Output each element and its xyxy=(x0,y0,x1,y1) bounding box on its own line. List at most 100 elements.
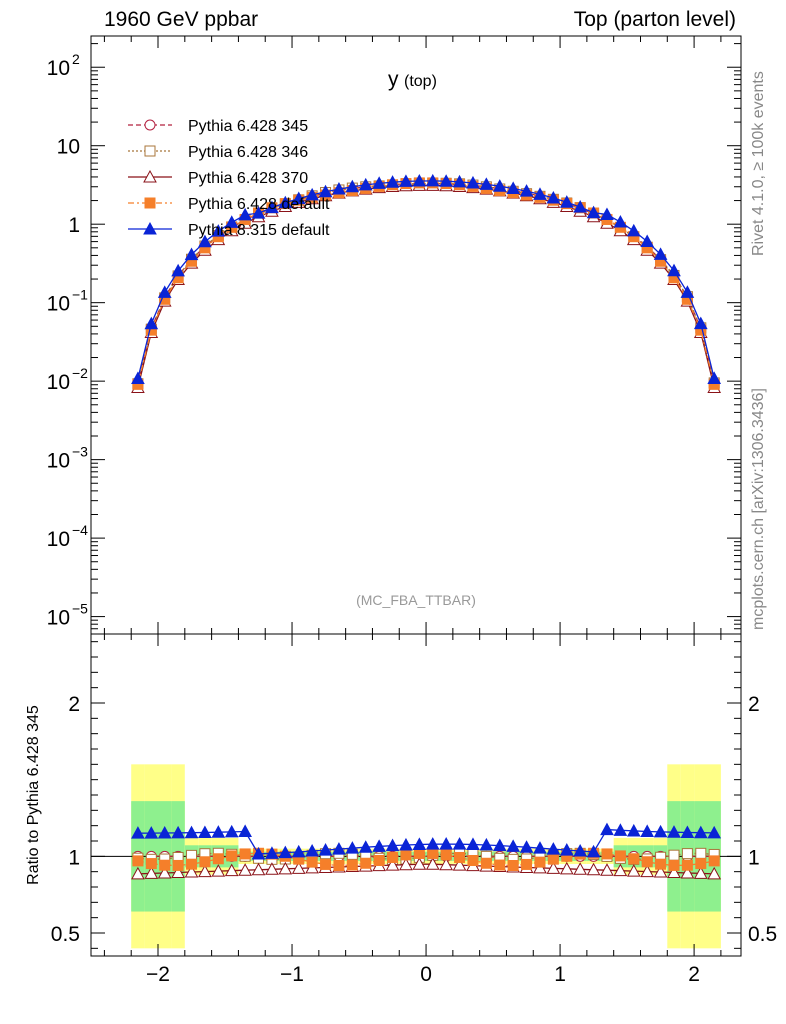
plot-title-suffix: (top) xyxy=(404,73,437,90)
ratio-point xyxy=(144,866,159,879)
data-point xyxy=(345,179,360,193)
ratio-point xyxy=(385,858,400,871)
data-point xyxy=(667,263,681,277)
ratio-point xyxy=(641,856,653,868)
plot-title: y (top) xyxy=(388,68,437,91)
ratio-point xyxy=(467,854,479,866)
data-point xyxy=(600,207,614,221)
ratio-point xyxy=(332,842,346,855)
ratio-point xyxy=(668,859,680,871)
ratio-point xyxy=(559,843,574,856)
ratio-point xyxy=(425,837,440,850)
ratio-point xyxy=(224,863,239,877)
data-point xyxy=(412,173,427,187)
y-tick-label: 10 xyxy=(47,607,70,630)
y-tick-exponent: −1 xyxy=(72,287,88,303)
ratio-point xyxy=(345,841,360,854)
ratio-point xyxy=(333,859,345,871)
ratio-point xyxy=(184,825,199,839)
ratio-point xyxy=(239,848,251,860)
x-tick-label: 0 xyxy=(420,963,432,986)
ratio-point xyxy=(440,849,452,861)
ratio-point xyxy=(320,858,332,870)
data-point xyxy=(626,223,641,237)
ratio-point xyxy=(668,849,680,861)
ratio-point xyxy=(131,866,145,880)
legend: Pythia 6.428 345 Pythia 6.428 346 Pythia 6… xyxy=(128,118,330,239)
ratio-point xyxy=(265,846,279,859)
data-point xyxy=(506,181,521,194)
ratio-point xyxy=(600,822,614,836)
ratio-point xyxy=(360,857,372,869)
ratio-point xyxy=(387,851,399,863)
legend-label: Pythia 6.428 346 xyxy=(188,144,308,161)
data-point xyxy=(358,177,373,191)
legend-item-p6def: Pythia 6.428 default xyxy=(128,196,330,213)
ratio-point xyxy=(400,849,412,861)
ratio-point xyxy=(172,859,184,871)
ratio-point xyxy=(385,838,400,852)
ratio-point xyxy=(346,859,358,871)
data-point xyxy=(559,195,574,208)
x-tick-label: 2 xyxy=(688,963,700,986)
ratio-y-axis-label: Ratio to Pythia 6.428 345 xyxy=(25,705,42,885)
ratio-point xyxy=(171,865,185,879)
data-point xyxy=(399,174,413,187)
legend-item-p8def: Pythia 8.315 default xyxy=(128,221,330,239)
data-point xyxy=(533,187,547,200)
ratio-point xyxy=(546,861,561,874)
data-point xyxy=(519,184,534,197)
x-tick-label: −2 xyxy=(146,963,170,986)
ratio-point xyxy=(466,837,480,850)
data-point xyxy=(198,234,212,248)
series-line xyxy=(137,182,715,384)
ratio-point xyxy=(559,861,574,875)
ratio-point xyxy=(640,864,655,878)
data-point xyxy=(184,247,199,261)
ratio-point xyxy=(494,859,506,871)
header-process-label: Top (parton level) xyxy=(573,8,736,31)
legend-item-p346: Pythia 6.428 346 xyxy=(128,144,308,161)
data-point xyxy=(452,174,467,188)
mcplots-citation-label: mcplots.cern.ch [arXiv:1306.3436] xyxy=(750,388,767,630)
legend-marker xyxy=(144,197,156,209)
ratio-point xyxy=(238,824,252,837)
ratio-point xyxy=(480,857,492,869)
ratio-point xyxy=(693,825,708,839)
ratio-point xyxy=(157,825,172,839)
ratio-point xyxy=(399,857,413,871)
ratio-point xyxy=(506,839,521,852)
ratio-y-tick-label: 2 xyxy=(68,693,80,716)
series-line xyxy=(137,182,715,385)
data-point xyxy=(171,263,185,277)
ratio-y-tick-label-right: 0.5 xyxy=(748,923,777,946)
ratio-point xyxy=(278,861,293,875)
ratio-point xyxy=(681,859,693,871)
y-tick-exponent: −2 xyxy=(72,365,88,381)
ratio-point xyxy=(198,825,212,839)
data-point xyxy=(479,177,494,190)
ratio-point xyxy=(573,843,588,857)
ratio-point xyxy=(144,826,159,839)
ratio-point xyxy=(479,837,494,851)
ratio-point xyxy=(238,863,252,876)
data-point xyxy=(291,191,306,205)
data-point xyxy=(251,206,266,219)
y-tick-exponent: −5 xyxy=(72,601,88,617)
ratio-point xyxy=(680,865,695,879)
ratio-y-tick-label-right: 1 xyxy=(748,846,760,869)
data-point xyxy=(680,285,695,298)
legend-marker xyxy=(143,221,157,235)
data-point xyxy=(238,207,252,221)
data-point xyxy=(144,316,159,330)
data-point xyxy=(305,187,319,201)
ratio-point xyxy=(707,825,722,839)
data-point xyxy=(278,195,293,209)
x-tick-label: 1 xyxy=(554,963,566,986)
data-point xyxy=(332,182,346,195)
data-point xyxy=(131,371,145,385)
ratio-point xyxy=(184,865,199,878)
data-point xyxy=(492,179,507,192)
ratio-point xyxy=(412,837,427,850)
